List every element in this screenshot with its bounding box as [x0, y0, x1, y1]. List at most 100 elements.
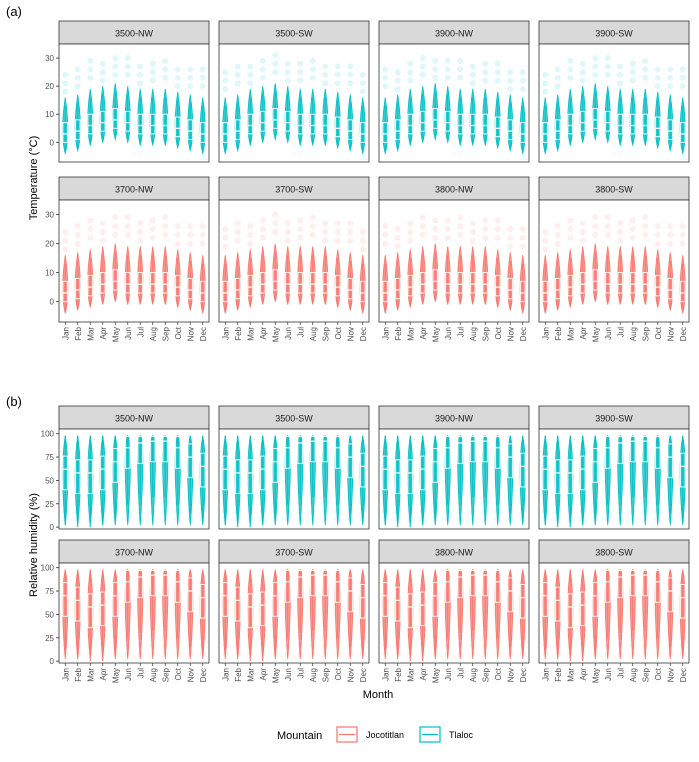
outlier-point — [494, 69, 501, 76]
outlier-point — [309, 66, 316, 73]
outlier-point — [407, 60, 414, 67]
outlier-point — [149, 642, 156, 649]
month-label-aug: Aug — [309, 327, 318, 341]
box-3800-sw-oct — [654, 275, 661, 297]
outlier-point — [174, 240, 181, 247]
outlier-point — [149, 234, 156, 241]
outlier-point — [629, 60, 636, 67]
box-3800-sw-may — [592, 582, 599, 617]
month-label-mar: Mar — [566, 668, 575, 682]
outlier-point — [234, 220, 241, 227]
y-tick-label: 10 — [45, 269, 54, 278]
outlier-point — [667, 223, 674, 230]
outlier-point — [432, 499, 439, 506]
outlier-point — [617, 516, 624, 523]
outlier-point — [99, 69, 106, 76]
outlier-point — [309, 508, 316, 515]
outlier-point — [469, 499, 476, 506]
outlier-point — [187, 74, 194, 81]
outlier-point — [507, 77, 514, 84]
facet-label-3700-nw: 3700-NW — [115, 548, 154, 558]
box-3500-sw-nov — [347, 119, 354, 140]
box-3700-nw-dec — [199, 584, 206, 619]
box-3700-sw-dec — [359, 280, 366, 303]
outlier-point — [234, 642, 241, 649]
box-3500-nw-nov — [187, 119, 194, 140]
outlier-point — [654, 83, 661, 90]
box-3500-sw-jun — [284, 436, 291, 469]
outlier-point — [567, 642, 574, 649]
outlier-point — [149, 650, 156, 657]
month-label-dec: Dec — [359, 327, 368, 341]
box-3500-sw-feb — [234, 119, 241, 140]
outlier-point — [74, 650, 81, 657]
outlier-point — [62, 228, 69, 235]
outlier-point — [629, 226, 636, 233]
plot-panel-3900-sw — [538, 428, 690, 530]
box-3900-nw-oct — [494, 116, 501, 138]
outlier-point — [482, 508, 489, 515]
plot-panel-3700-nw — [58, 562, 210, 664]
outlier-point — [87, 650, 94, 657]
box-3700-nw-may — [112, 269, 119, 291]
month-label-dec: Dec — [199, 668, 208, 682]
month-label-may: May — [431, 668, 440, 683]
box-3800-sw-jul — [617, 570, 624, 599]
outlier-point — [137, 508, 144, 515]
box-3700-nw-jul — [137, 272, 144, 294]
y-tick-label: 20 — [45, 240, 54, 249]
box-3800-sw-may — [592, 269, 599, 291]
outlier-point — [234, 237, 241, 244]
outlier-point — [407, 650, 414, 657]
outlier-point — [567, 650, 574, 657]
month-label-jun: Jun — [444, 327, 453, 340]
outlier-point — [592, 223, 599, 230]
outlier-point — [124, 516, 131, 523]
outlier-point — [457, 516, 464, 523]
outlier-point — [444, 499, 451, 506]
outlier-point — [457, 499, 464, 506]
month-label-aug: Aug — [309, 668, 318, 682]
outlier-point — [112, 499, 119, 506]
outlier-point — [667, 499, 674, 506]
outlier-point — [334, 220, 341, 227]
outlier-point — [99, 228, 106, 235]
facet-label-3500-sw: 3500-SW — [275, 414, 313, 424]
y-tick-label: 25 — [45, 634, 54, 643]
outlier-point — [554, 508, 561, 515]
outlier-point — [469, 220, 476, 227]
outlier-point — [359, 228, 366, 235]
outlier-point — [604, 642, 611, 649]
outlier-point — [494, 234, 501, 241]
outlier-point — [604, 650, 611, 657]
outlier-point — [507, 499, 514, 506]
outlier-point — [507, 516, 514, 523]
outlier-point — [629, 516, 636, 523]
outlier-point — [507, 85, 514, 92]
outlier-point — [542, 633, 549, 640]
outlier-point — [542, 71, 549, 78]
outlier-point — [259, 642, 266, 649]
outlier-point — [272, 211, 279, 218]
outlier-point — [259, 234, 266, 241]
outlier-point — [394, 69, 401, 76]
outlier-point — [494, 516, 501, 523]
box-3700-sw-aug — [309, 570, 316, 597]
outlier-point — [124, 55, 131, 62]
box-3700-sw-jan — [222, 582, 229, 617]
outlier-point — [419, 231, 426, 238]
outlier-point — [234, 228, 241, 235]
outlier-point — [567, 633, 574, 640]
facet-label-3800-sw: 3800-SW — [595, 185, 633, 195]
box-3700-sw-jun — [284, 272, 291, 294]
outlier-point — [234, 516, 241, 523]
outlier-point — [359, 642, 366, 649]
outlier-point — [407, 220, 414, 227]
outlier-point — [74, 499, 81, 506]
box-3700-sw-jul — [297, 272, 304, 294]
outlier-point — [579, 499, 586, 506]
outlier-point — [507, 234, 514, 241]
outlier-point — [162, 650, 169, 657]
box-3700-sw-apr — [259, 272, 266, 294]
outlier-point — [444, 516, 451, 523]
